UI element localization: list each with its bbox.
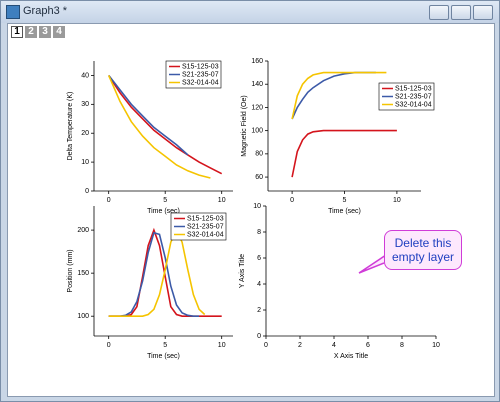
y-tick-label: 20 xyxy=(81,130,89,137)
y-tick-label: 30 xyxy=(81,101,89,108)
x-tick-label: 10 xyxy=(432,342,440,349)
x-tick-label: 5 xyxy=(343,197,347,204)
legend-label: S32-014-04 xyxy=(395,101,432,108)
y-tick-label: 10 xyxy=(81,159,89,166)
y-tick-label: 80 xyxy=(255,151,263,158)
x-tick-label: 8 xyxy=(400,342,404,349)
line-series xyxy=(108,228,206,317)
x-axis-title: Time (sec) xyxy=(328,208,361,215)
line-series xyxy=(107,75,211,179)
y-tick-label: 10 xyxy=(253,203,261,210)
x-tick-label: 4 xyxy=(332,342,336,349)
x-tick-label: 0 xyxy=(290,197,294,204)
y-tick-label: 100 xyxy=(77,313,89,320)
x-tick-label: 10 xyxy=(218,197,226,204)
x-tick-label: 0 xyxy=(107,197,111,204)
x-axis-title: Time (sec) xyxy=(147,353,180,360)
x-tick-label: 6 xyxy=(366,342,370,349)
line-series xyxy=(291,71,376,120)
legend-label: S15-125-03 xyxy=(187,215,224,222)
x-tick-label: 10 xyxy=(218,342,226,349)
x-tick-label: 10 xyxy=(393,197,401,204)
legend-label: S32-014-04 xyxy=(182,79,219,86)
x-tick-label: 5 xyxy=(163,342,167,349)
minimize-button[interactable] xyxy=(429,5,449,20)
window-icon xyxy=(6,5,20,19)
line-series xyxy=(108,231,200,317)
y-tick-label: 0 xyxy=(257,333,261,340)
layer-tab[interactable]: 3 xyxy=(39,26,51,38)
line-series xyxy=(108,74,223,175)
x-axis-title: X Axis Title xyxy=(334,353,368,360)
y-tick-label: 100 xyxy=(251,127,263,134)
y-tick-label: 140 xyxy=(251,81,263,88)
x-tick-label: 0 xyxy=(264,342,268,349)
window-title: Graph3 * xyxy=(23,5,68,17)
callout-pointer xyxy=(358,252,390,274)
callout: Delete this empty layer xyxy=(384,230,462,270)
y-tick-label: 2 xyxy=(257,307,261,314)
layer: 60 80 100 120 140 160 0 5 10 Time (sec) Magnetic F… xyxy=(241,58,435,215)
y-axis-title: Delta Temperature (K) xyxy=(67,92,74,161)
y-tick-label: 40 xyxy=(81,72,89,79)
y-tick-label: 4 xyxy=(257,281,261,288)
y-tick-label: 60 xyxy=(255,174,263,181)
y-tick-label: 150 xyxy=(77,270,89,277)
layer: 100 150 200 0 5 10 Time (sec) Position (mm) S15-… xyxy=(67,206,233,360)
legend-label: S15-125-03 xyxy=(182,63,219,70)
x-tick-label: 2 xyxy=(298,342,302,349)
legend-label: S32-014-04 xyxy=(187,231,224,238)
title-bar: Graph3 * xyxy=(1,1,499,23)
maximize-button[interactable] xyxy=(451,5,471,20)
x-axis-title: Time (sec) xyxy=(147,208,180,215)
y-tick-label: 120 xyxy=(251,104,263,111)
y-axis-title: Position (mm) xyxy=(67,249,74,292)
line-series xyxy=(291,129,397,178)
line-series xyxy=(108,74,189,156)
y-tick-label: 6 xyxy=(257,255,261,262)
y-axis-title: Magnetic Field (Oe) xyxy=(241,95,248,156)
close-button[interactable] xyxy=(473,5,493,20)
legend-label: S15-125-03 xyxy=(395,85,432,92)
x-tick-label: 0 xyxy=(107,342,111,349)
legend-label: S21-235-07 xyxy=(395,93,432,100)
layer: 0 10 20 30 40 0 5 10 Time (sec) Delta Temperature… xyxy=(67,60,233,215)
layer: 0 2 4 6 8 10 0 2 4 6 8 10 X Axis Title Y Axis Title xyxy=(239,203,440,360)
layer-tab[interactable]: 1 xyxy=(11,26,23,38)
y-axis-title: Y Axis Title xyxy=(239,254,246,288)
layer-tab[interactable]: 2 xyxy=(25,26,37,38)
x-tick-label: 5 xyxy=(163,197,167,204)
legend-label: S21-235-07 xyxy=(182,71,219,78)
y-tick-label: 8 xyxy=(257,229,261,236)
layer-tab[interactable]: 4 xyxy=(53,26,65,38)
y-tick-label: 0 xyxy=(85,188,89,195)
line-series xyxy=(291,71,387,120)
y-tick-label: 160 xyxy=(251,58,263,65)
y-tick-label: 200 xyxy=(77,227,89,234)
legend-label: S21-235-07 xyxy=(187,223,224,230)
